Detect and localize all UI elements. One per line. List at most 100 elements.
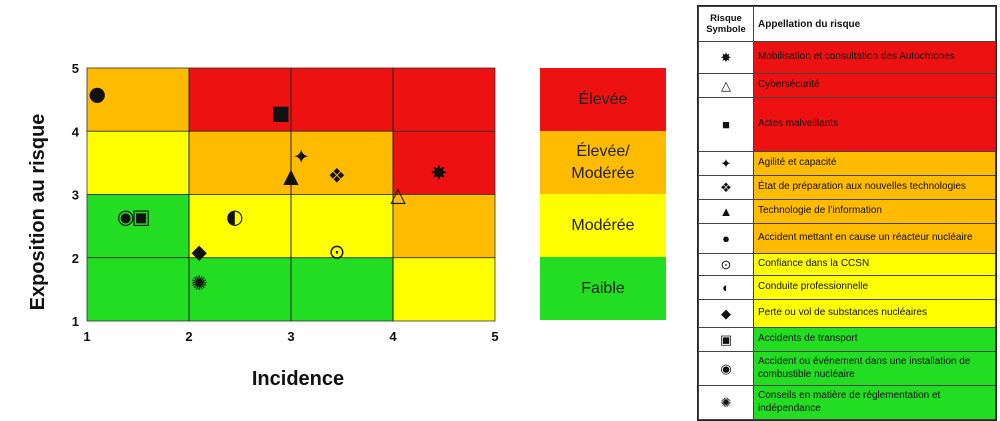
legend-level: Élevée/ Modérée xyxy=(540,131,666,194)
risk-symbol-cell: ◐ xyxy=(698,275,754,300)
risk-name-cell: Accident mettant en cause un réacteur nu… xyxy=(753,223,996,254)
risk-point: ● xyxy=(88,81,105,105)
y-tick-label: 4 xyxy=(72,124,80,139)
risk-symbol-cell: ▣ xyxy=(698,327,754,352)
matrix-cell xyxy=(188,67,292,132)
y-axis-label: Exposition au risque xyxy=(27,114,49,311)
risk-name-cell: Conseils en matière de réglementation et… xyxy=(753,385,996,420)
matrix-cell xyxy=(86,257,190,322)
risk-symbol-table: Risque Symbole Appellation du risque ✸ Mo… xyxy=(697,5,997,421)
risk-symbol-cell: ❖ xyxy=(698,175,754,200)
risk-symbol: ❖ xyxy=(720,179,732,195)
matrix-cells xyxy=(86,67,496,322)
risk-name-cell: Conduite professionnelle xyxy=(753,275,996,300)
x-tick-label: 3 xyxy=(287,329,294,344)
risk-symbol: ✸ xyxy=(720,49,732,65)
risk-symbol-cell: ✺ xyxy=(698,385,754,420)
table-row: ✸ Mobilisation et consultation des Autoch… xyxy=(698,41,996,74)
matrix-cell xyxy=(86,67,190,132)
table-row: ✺ Conseils en matière de réglementation e… xyxy=(698,385,996,420)
risk-symbol: ■ xyxy=(722,117,730,132)
risk-symbol-cell: ⊙ xyxy=(698,253,754,276)
risk-symbol: ✦ xyxy=(720,155,732,171)
x-tick-label: 5 xyxy=(491,329,498,344)
risk-name-cell: Technologie de l’information xyxy=(753,199,996,224)
risk-symbol-cell: ◆ xyxy=(698,299,754,328)
risk-symbol-cell: △ xyxy=(698,73,754,98)
risk-name-cell: État de préparation aux nouvelles techno… xyxy=(753,175,996,200)
risk-level-legend: Élevée Élevée/ Modérée Modérée Faible xyxy=(540,68,666,320)
table-row: ▣ Accidents de transport xyxy=(698,327,996,352)
table-row: ❖ État de préparation aux nouvelles techn… xyxy=(698,175,996,200)
y-tick-label: 1 xyxy=(72,314,79,329)
risk-symbol: ✺ xyxy=(720,394,732,410)
risk-points: ● ■✦▲ ❖ ✸ △ ◉▣ ◐ ◆ ⊙ ✺ xyxy=(88,81,447,295)
risk-symbol: ▣ xyxy=(719,331,733,347)
table-row: ◐ Conduite professionnelle xyxy=(698,275,996,300)
risk-point: ✺ xyxy=(191,271,208,295)
risk-symbol-cell: ◉ xyxy=(698,351,754,386)
y-tick-label: 2 xyxy=(72,251,79,266)
risk-point: ▲ xyxy=(283,164,299,188)
x-tick-label: 2 xyxy=(185,329,192,344)
matrix-cell xyxy=(290,257,394,322)
risk-symbol: ▲ xyxy=(719,204,733,219)
table-row: ⊙ Confiance dans la CCSN xyxy=(698,253,996,276)
risk-point: ◐ xyxy=(226,205,243,229)
matrix-cell xyxy=(392,194,496,259)
y-tick-label: 3 xyxy=(72,188,79,203)
table-row: △ Cybersécurité xyxy=(698,73,996,98)
risk-symbol-cell: ● xyxy=(698,223,754,254)
risk-point: ◉ xyxy=(117,205,134,229)
risk-symbol: ⊙ xyxy=(720,256,732,272)
matrix-cell xyxy=(290,67,394,132)
risk-symbol: △ xyxy=(721,77,731,93)
risk-name-cell: Cybersécurité xyxy=(753,73,996,98)
legend-level: Élevée xyxy=(540,68,666,131)
y-axis-ticks: 1 2 3 4 5 xyxy=(72,61,80,329)
risk-symbol: ● xyxy=(722,231,730,246)
risk-name-cell: Confiance dans la CCSN xyxy=(753,253,996,276)
matrix-cell xyxy=(188,257,292,322)
matrix-gridlines xyxy=(188,68,394,321)
risk-symbol-cell: ✦ xyxy=(698,151,754,176)
risk-point: ✦ xyxy=(293,145,310,169)
matrix-cell xyxy=(86,130,190,195)
risk-point: ◆ xyxy=(192,239,208,263)
risk-name-cell: Perte ou vol de substances nucléaires xyxy=(753,299,996,328)
risk-point: ■ xyxy=(271,100,290,124)
risk-point: ▣ xyxy=(132,205,151,229)
table-row: ● Accident mettant en cause un réacteur n… xyxy=(698,223,996,254)
risk-point: ⊙ xyxy=(329,239,346,263)
risk-name-cell: Actes malveillants xyxy=(753,97,996,152)
risk-symbol: ◆ xyxy=(721,305,731,321)
x-axis-label: Incidence xyxy=(252,368,344,390)
table-row: ▲ Technologie de l’information xyxy=(698,199,996,224)
x-tick-label: 1 xyxy=(83,329,90,344)
risk-name-cell: Agilité et capacité xyxy=(753,151,996,176)
table-row: ◉ Accident ou événement dans une installa… xyxy=(698,351,996,386)
risk-point: △ xyxy=(390,183,406,207)
matrix-cell xyxy=(392,257,496,322)
risk-name-cell: Accident ou événement dans une installat… xyxy=(753,351,996,386)
risk-symbol-cell: ✸ xyxy=(698,41,754,74)
matrix-cell xyxy=(188,194,292,259)
risk-point: ✸ xyxy=(431,160,448,184)
risk-symbol-cell: ▲ xyxy=(698,199,754,224)
x-axis-ticks: 1 2 3 4 5 xyxy=(83,329,498,344)
symbol-column-header: Risque Symbole xyxy=(698,6,754,42)
matrix-cell xyxy=(188,130,292,195)
table-row: ◆ Perte ou vol de substances nucléaires xyxy=(698,299,996,328)
matrix-cell xyxy=(392,67,496,132)
name-column-header: Appellation du risque xyxy=(753,6,996,42)
risk-symbol-cell: ■ xyxy=(698,97,754,152)
risk-name-cell: Mobilisation et consultation des Autocht… xyxy=(753,41,996,74)
table-row: ✦ Agilité et capacité xyxy=(698,151,996,176)
x-tick-label: 4 xyxy=(389,329,397,344)
legend-level: Modérée xyxy=(540,194,666,257)
risk-matrix-chart: 1 2 3 4 5 1 2 3 4 5 ● ■✦▲ ❖ ✸ △ ◉▣ ◐ ◆ ⊙ ✺ Incidence Expo… xyxy=(27,61,499,390)
risk-symbol: ◐ xyxy=(722,280,730,295)
table-row: ■ Actes malveillants xyxy=(698,97,996,152)
risk-symbol: ◉ xyxy=(720,360,732,376)
table-header-row: Risque Symbole Appellation du risque xyxy=(698,6,996,42)
